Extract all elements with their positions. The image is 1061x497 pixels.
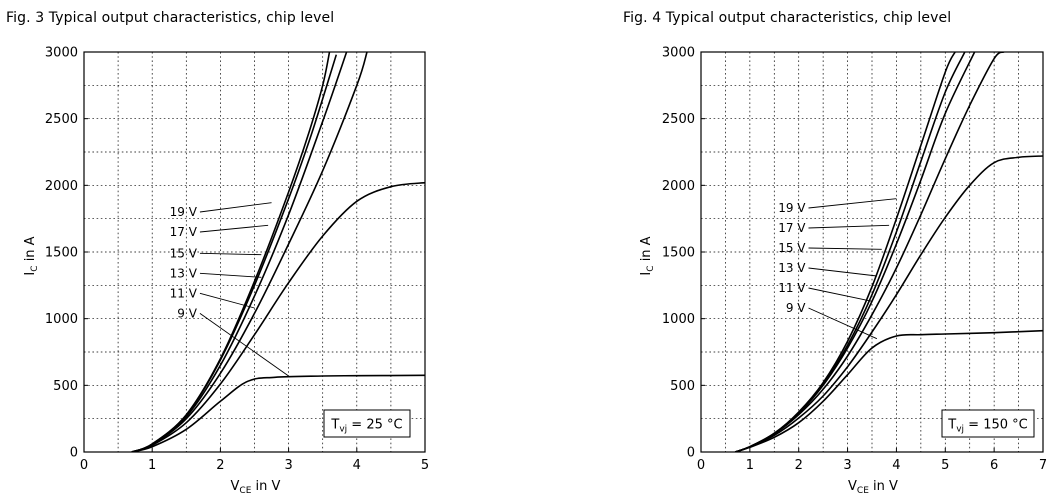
x-tick-label: 1 (746, 458, 754, 473)
chart-panel-fig3: Fig. 3 Typical output characteristics, c… (0, 0, 530, 497)
series-leader-line (199, 202, 272, 213)
series-leader-line (199, 252, 262, 256)
series-label: 17 V (778, 221, 806, 235)
y-axis-label: IC in A (639, 236, 656, 275)
series-label: 11 V (778, 281, 806, 295)
x-tick-label: 3 (284, 458, 292, 473)
y-tick-label: 1500 (45, 246, 78, 261)
temperature-annotation: Tvj = 25 °C (323, 409, 411, 438)
series-line-11v (734, 155, 1043, 452)
x-tick-label: 2 (216, 458, 224, 473)
y-tick-label: 1000 (662, 312, 695, 327)
series-line-9v (131, 374, 425, 452)
x-tick-label: 4 (353, 458, 361, 473)
series-leader-line (199, 292, 255, 309)
series-line-11v (131, 181, 425, 452)
x-tick-label: 7 (1039, 458, 1047, 473)
y-tick-label: 2000 (662, 179, 695, 194)
series-label: 11 V (170, 286, 198, 300)
annotation-text: Tvj = 150 °C (947, 418, 1027, 435)
x-tick-label: 0 (697, 458, 705, 473)
y-tick-label: 0 (70, 446, 78, 461)
x-tick-label: 3 (843, 458, 851, 473)
y-tick-label: 500 (53, 379, 78, 394)
series-leader-line (808, 224, 890, 229)
series-leader-line (199, 224, 269, 233)
x-axis-label: VCE in V (848, 479, 898, 496)
chart-fig3: 0 1 2 3 4 5 0 500 1000 1500 2000 2500 3000 VCE in V IC… (23, 46, 429, 497)
x-tick-label: 1 (148, 458, 156, 473)
x-axis-label: VCE in V (231, 479, 281, 496)
chart-title: Fig. 4 Typical output characteristics, c… (623, 10, 952, 26)
series-leader-line (808, 287, 873, 302)
x-tick-label: 4 (892, 458, 900, 473)
chart-fig4: 0 1 2 3 4 5 6 7 0 500 1000 1500 2000 2500 3000 VCE in V… (639, 46, 1047, 497)
y-tick-label: 3000 (662, 46, 695, 61)
series-label: 19 V (778, 201, 806, 215)
annotation-text: Tvj = 25 °C (330, 418, 402, 435)
series-line-13v (734, 52, 1005, 452)
annotation-box (941, 409, 1035, 438)
series-line-17v (131, 54, 338, 452)
y-tick-label: 1500 (662, 246, 695, 261)
series-leader-line (199, 312, 289, 377)
series-label: 15 V (778, 241, 806, 255)
y-tick-label: 500 (670, 379, 695, 394)
x-tick-label: 5 (421, 458, 429, 473)
series-line-13v (131, 52, 368, 452)
y-axis-label: IC in A (23, 236, 40, 275)
y-tick-label: 3000 (45, 46, 78, 61)
y-tick-label: 2500 (662, 112, 695, 127)
series-label: 17 V (170, 225, 198, 239)
series-label: 15 V (170, 246, 198, 260)
x-tick-label: 5 (941, 458, 949, 473)
series-leader-line (808, 267, 877, 277)
x-tick-label: 0 (80, 458, 88, 473)
series-leader-line (808, 198, 897, 209)
y-tick-label: 2000 (45, 179, 78, 194)
series-label: 13 V (170, 266, 198, 280)
x-tick-label: 6 (990, 458, 998, 473)
temperature-annotation: Tvj = 150 °C (941, 409, 1035, 438)
y-tick-label: 2500 (45, 112, 78, 127)
series-leader-line (199, 272, 262, 278)
chart-panel-fig4: Fig. 4 Typical output characteristics, c… (531, 0, 1061, 497)
y-tick-label: 0 (687, 446, 695, 461)
series-line-9v (734, 329, 1043, 452)
series-label: 9 V (177, 306, 197, 320)
series-label: 19 V (170, 205, 198, 219)
series-label: 13 V (778, 261, 806, 275)
series-leader-line (808, 247, 882, 250)
annotation-box (323, 409, 411, 438)
series-label: 9 V (786, 301, 806, 315)
chart-title: Fig. 3 Typical output characteristics, c… (6, 10, 335, 26)
y-tick-label: 1000 (45, 312, 78, 327)
x-tick-label: 2 (795, 458, 803, 473)
series-leader-line (808, 307, 878, 340)
